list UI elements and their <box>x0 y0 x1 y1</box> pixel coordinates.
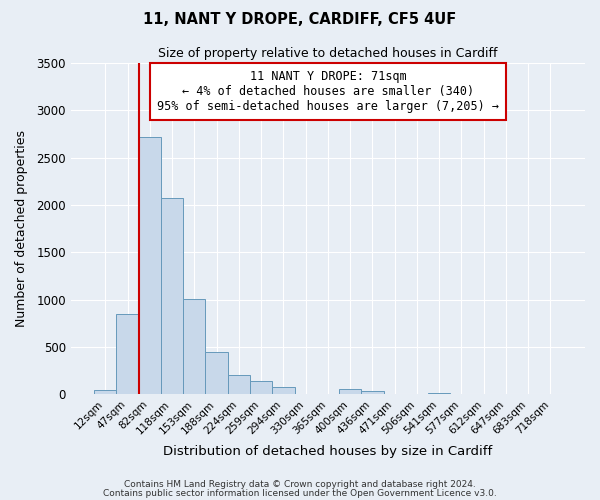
Bar <box>161 198 183 394</box>
Bar <box>183 299 205 394</box>
Bar <box>339 389 361 394</box>
Bar <box>361 391 383 394</box>
Title: Size of property relative to detached houses in Cardiff: Size of property relative to detached ho… <box>158 48 497 60</box>
Y-axis label: Number of detached properties: Number of detached properties <box>15 130 28 328</box>
Bar <box>205 352 228 395</box>
Bar <box>272 387 295 394</box>
Text: 11 NANT Y DROPE: 71sqm
← 4% of detached houses are smaller (340)
95% of semi-det: 11 NANT Y DROPE: 71sqm ← 4% of detached … <box>157 70 499 112</box>
Bar <box>116 314 139 394</box>
Text: Contains public sector information licensed under the Open Government Licence v3: Contains public sector information licen… <box>103 488 497 498</box>
Bar <box>94 390 116 394</box>
Bar <box>139 137 161 394</box>
Text: Contains HM Land Registry data © Crown copyright and database right 2024.: Contains HM Land Registry data © Crown c… <box>124 480 476 489</box>
Bar <box>428 392 451 394</box>
Bar <box>250 380 272 394</box>
X-axis label: Distribution of detached houses by size in Cardiff: Distribution of detached houses by size … <box>163 444 493 458</box>
Text: 11, NANT Y DROPE, CARDIFF, CF5 4UF: 11, NANT Y DROPE, CARDIFF, CF5 4UF <box>143 12 457 28</box>
Bar <box>228 374 250 394</box>
